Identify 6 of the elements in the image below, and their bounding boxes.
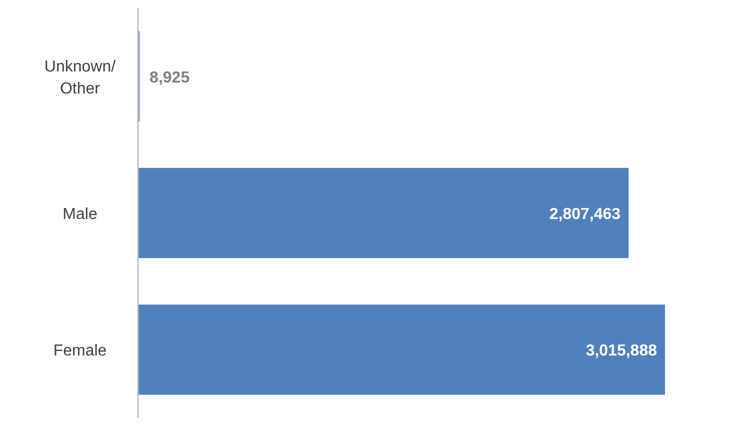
- data-label: 3,015,888: [586, 342, 658, 360]
- y-tick-label: Male: [62, 206, 98, 223]
- data-label: 8,925: [150, 69, 190, 86]
- y-tick-label: Unknown/ Other: [44, 58, 116, 98]
- y-tick-label: Female: [53, 342, 107, 360]
- data-label: 2,807,463: [549, 206, 621, 223]
